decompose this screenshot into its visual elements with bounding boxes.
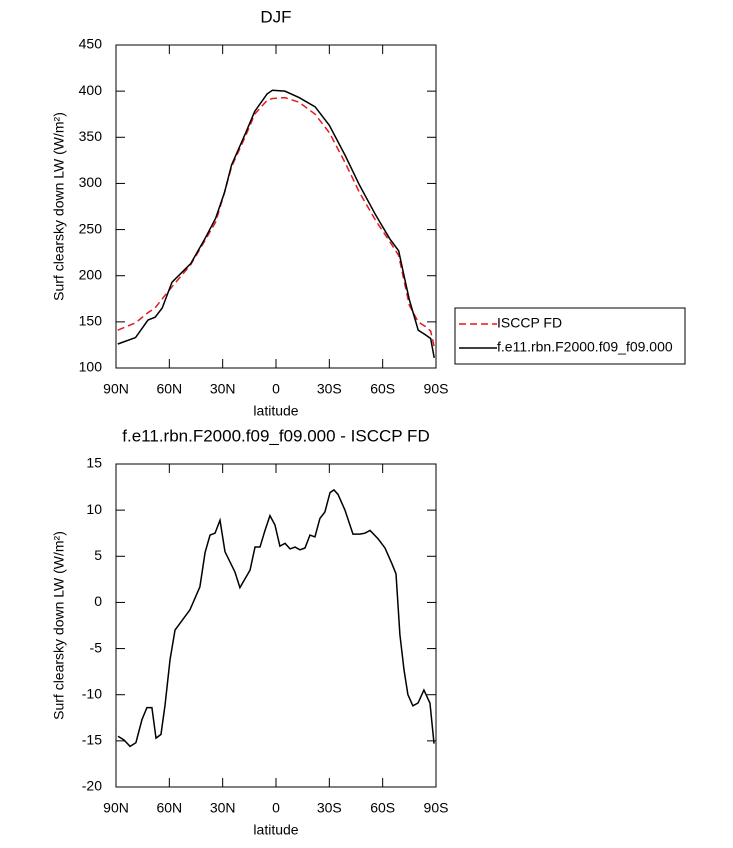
- x-tick-label: 60N: [156, 381, 182, 397]
- series-line: [117, 96, 435, 347]
- y-tick-label: 0: [94, 593, 102, 609]
- series-line: [117, 488, 435, 748]
- x-tick-label: 90N: [103, 381, 129, 397]
- y-tick-label: 150: [79, 313, 103, 329]
- x-tick-label: 90N: [103, 800, 129, 816]
- x-tick-label: 60N: [156, 800, 182, 816]
- y-tick-label: 200: [79, 266, 103, 282]
- y-tick-label: -5: [90, 639, 103, 655]
- x-axis-label: latitude: [253, 403, 298, 419]
- chart-title: DJF: [260, 7, 291, 26]
- y-tick-label: 250: [79, 220, 103, 236]
- y-tick-label: 100: [79, 359, 103, 375]
- x-tick-label: 30S: [317, 800, 342, 816]
- y-tick-label: 350: [79, 128, 103, 144]
- y-tick-label: -20: [82, 778, 102, 794]
- y-tick-label: -15: [82, 732, 102, 748]
- x-tick-label: 30N: [210, 800, 236, 816]
- legend-label: f.e11.rbn.F2000.f09_f09.000: [497, 339, 673, 355]
- x-tick-label: 90S: [424, 800, 449, 816]
- y-tick-label: 5: [94, 547, 102, 563]
- x-tick-label: 30S: [317, 381, 342, 397]
- legend-label: ISCCP FD: [497, 315, 562, 331]
- y-tick-label: 10: [86, 501, 102, 517]
- x-tick-label: 0: [272, 381, 280, 397]
- y-tick-label: 300: [79, 174, 103, 190]
- y-tick-label: 400: [79, 82, 103, 98]
- y-tick-label: 15: [86, 455, 102, 471]
- x-tick-label: 60S: [370, 381, 395, 397]
- chart-title: f.e11.rbn.F2000.f09_f09.000 - ISCCP FD: [122, 426, 429, 445]
- plot-frame: [115, 44, 437, 369]
- y-axis-label: Surf clearsky down LW (W/m²): [51, 531, 67, 720]
- legend-box: [454, 307, 686, 365]
- y-tick-label: -10: [82, 685, 102, 701]
- x-tick-label: 60S: [370, 800, 395, 816]
- x-tick-label: 0: [272, 800, 280, 816]
- plot-frame: [115, 463, 437, 788]
- y-tick-label: 450: [79, 36, 103, 52]
- y-axis-label: Surf clearsky down LW (W/m²): [51, 112, 67, 301]
- series-line: [117, 89, 435, 358]
- x-tick-label: 90S: [424, 381, 449, 397]
- x-axis-label: latitude: [253, 822, 298, 838]
- x-tick-label: 30N: [210, 381, 236, 397]
